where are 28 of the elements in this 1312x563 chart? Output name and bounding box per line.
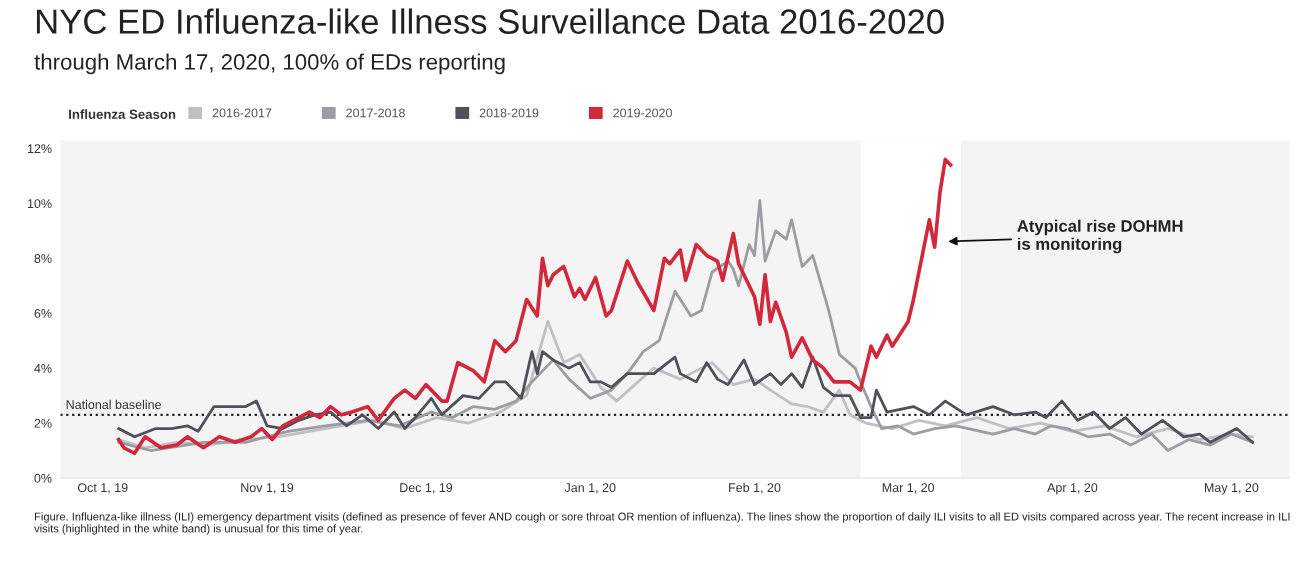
x-tick-label: Jan 1, 20 [564, 483, 616, 494]
line-series [117, 199, 1254, 452]
legend-title: Influenza Season [69, 109, 176, 119]
text: Figure. Influenza-like illness (ILI) emergency department visits (defined as presence of fever AND cough or sore throat OR mention of influenza). The lines show the proportion of daily ILI visits to all ED visits compared across year. The recent increase in ILI visits (highlighted in the white band) is unusual for this time of year. [34, 512, 1290, 535]
y-tick-label: 4% [34, 363, 52, 373]
y-tick-label: 2% [34, 418, 52, 428]
annotation: Atypical rise DOHMH is monitoring [1017, 219, 1183, 254]
legend-label: 2019-2020 [613, 108, 672, 118]
x-tick-label: Oct 1, 19 [77, 483, 128, 494]
x-tick-label: Apr 1, 20 [1047, 483, 1098, 495]
y-tick-label: 0% [34, 473, 52, 483]
chart-subtitle: through March 17, 2020, 100% of EDs reporting [34, 53, 505, 75]
line-series [117, 350, 1254, 444]
ref-line-label: National baseline [66, 399, 161, 410]
legend-label: 2018-2019 [479, 108, 539, 118]
legend-label: 2017-2018 [346, 108, 405, 118]
x-tick-label: Dec 1, 19 [400, 483, 453, 494]
y-tick-label: 8% [34, 254, 52, 263]
chart-title: NYC ED Influenza-like Illness Surveillance Data 2016-2020 [36, 8, 944, 34]
x-tick-label: May 1, 20 [1204, 483, 1259, 495]
x-tick-label: Mar 1, 20 [882, 483, 935, 494]
legend-label: 2016-2017 [212, 108, 272, 118]
x-tick-label: Feb 1, 20 [729, 482, 781, 494]
y-tick-label: 10% [27, 199, 52, 209]
line-series [116, 157, 953, 456]
x-tick-label: Nov 1, 19 [241, 483, 294, 494]
y-tick-label: 6% [34, 309, 52, 318]
y-tick-label: 12% [27, 144, 52, 154]
